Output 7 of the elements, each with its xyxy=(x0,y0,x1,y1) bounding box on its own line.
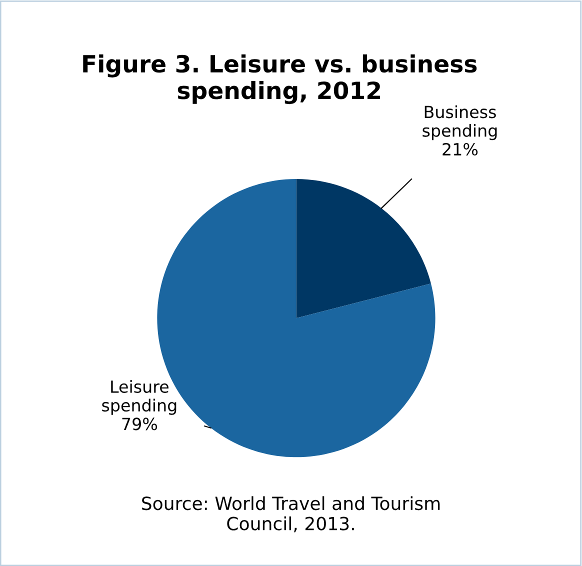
slice-label: Business spending xyxy=(422,105,497,140)
data-label: 21% xyxy=(442,142,478,156)
source-note: Source: World Travel and Tourism Council, 2013. xyxy=(142,496,440,532)
chart-title: Figure 3. Leisure vs. business spending, 2012 xyxy=(83,54,477,104)
slice-label: Leisure spending xyxy=(102,380,176,415)
pie-slice xyxy=(296,179,431,318)
data-label: 79% xyxy=(122,418,158,430)
